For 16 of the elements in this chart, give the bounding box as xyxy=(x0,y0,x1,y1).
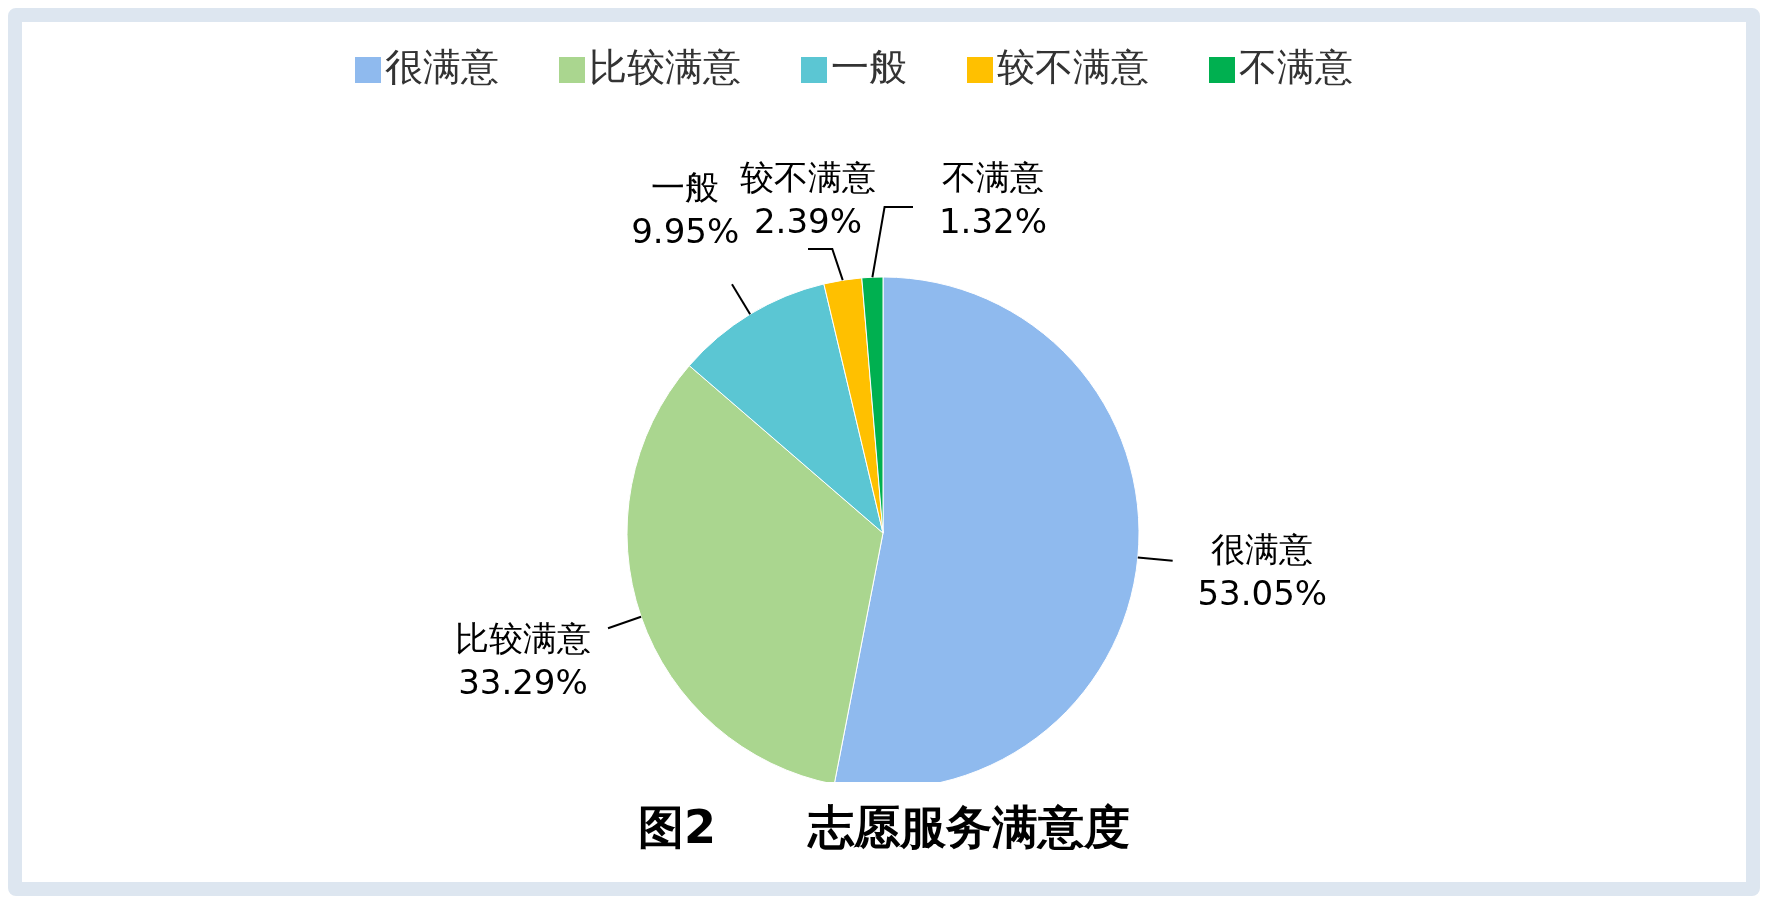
slice-label: 不满意 xyxy=(942,157,1044,197)
legend-label: 很满意 xyxy=(385,45,499,89)
data-label: 33.29% xyxy=(458,661,588,702)
slice-label: 较不满意 xyxy=(740,157,876,197)
data-label: 9.95% xyxy=(631,211,740,252)
legend-label: 不满意 xyxy=(1239,45,1353,89)
slice-label: 比较满意 xyxy=(454,617,591,658)
legend-label: 较不满意 xyxy=(997,45,1149,89)
legend-label: 一般 xyxy=(831,45,907,89)
data-label: 2.39% xyxy=(753,201,863,241)
slice-label: 很满意 xyxy=(1211,529,1314,570)
legend-label: 比较满意 xyxy=(589,45,741,89)
slice-label: 一般 xyxy=(651,167,720,208)
text: 图2 志愿服务满意度 xyxy=(637,799,1131,856)
data-label: 1.32% xyxy=(938,201,1048,241)
data-label: 53.05% xyxy=(1197,573,1328,614)
